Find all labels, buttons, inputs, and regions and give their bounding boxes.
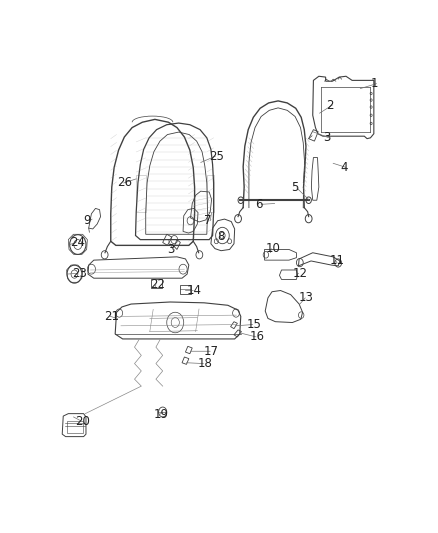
Text: 15: 15	[247, 318, 261, 331]
Text: 3: 3	[167, 243, 174, 256]
Text: 3: 3	[323, 131, 330, 144]
Text: 5: 5	[291, 181, 298, 195]
Text: 12: 12	[293, 267, 307, 280]
Text: 24: 24	[70, 236, 85, 249]
Text: 6: 6	[255, 198, 262, 211]
Text: 1: 1	[371, 77, 378, 90]
Text: 23: 23	[72, 267, 87, 280]
Text: 18: 18	[197, 357, 212, 370]
Text: 26: 26	[117, 176, 133, 189]
Text: 13: 13	[299, 292, 314, 304]
Text: 14: 14	[187, 284, 202, 297]
Bar	[67, 421, 83, 433]
Text: 10: 10	[265, 242, 280, 255]
Text: 11: 11	[330, 254, 345, 268]
Text: 20: 20	[75, 415, 90, 427]
Text: 17: 17	[204, 345, 219, 358]
Text: 22: 22	[150, 278, 165, 291]
Text: 19: 19	[153, 408, 168, 422]
Text: 2: 2	[326, 99, 334, 111]
Text: 21: 21	[104, 310, 119, 323]
Text: 16: 16	[250, 330, 265, 343]
Bar	[180, 285, 191, 294]
Text: 25: 25	[209, 150, 224, 163]
Text: 7: 7	[204, 214, 212, 227]
Text: 8: 8	[218, 230, 225, 243]
Text: 4: 4	[340, 161, 347, 174]
Bar	[152, 279, 162, 288]
Text: 9: 9	[84, 214, 91, 227]
